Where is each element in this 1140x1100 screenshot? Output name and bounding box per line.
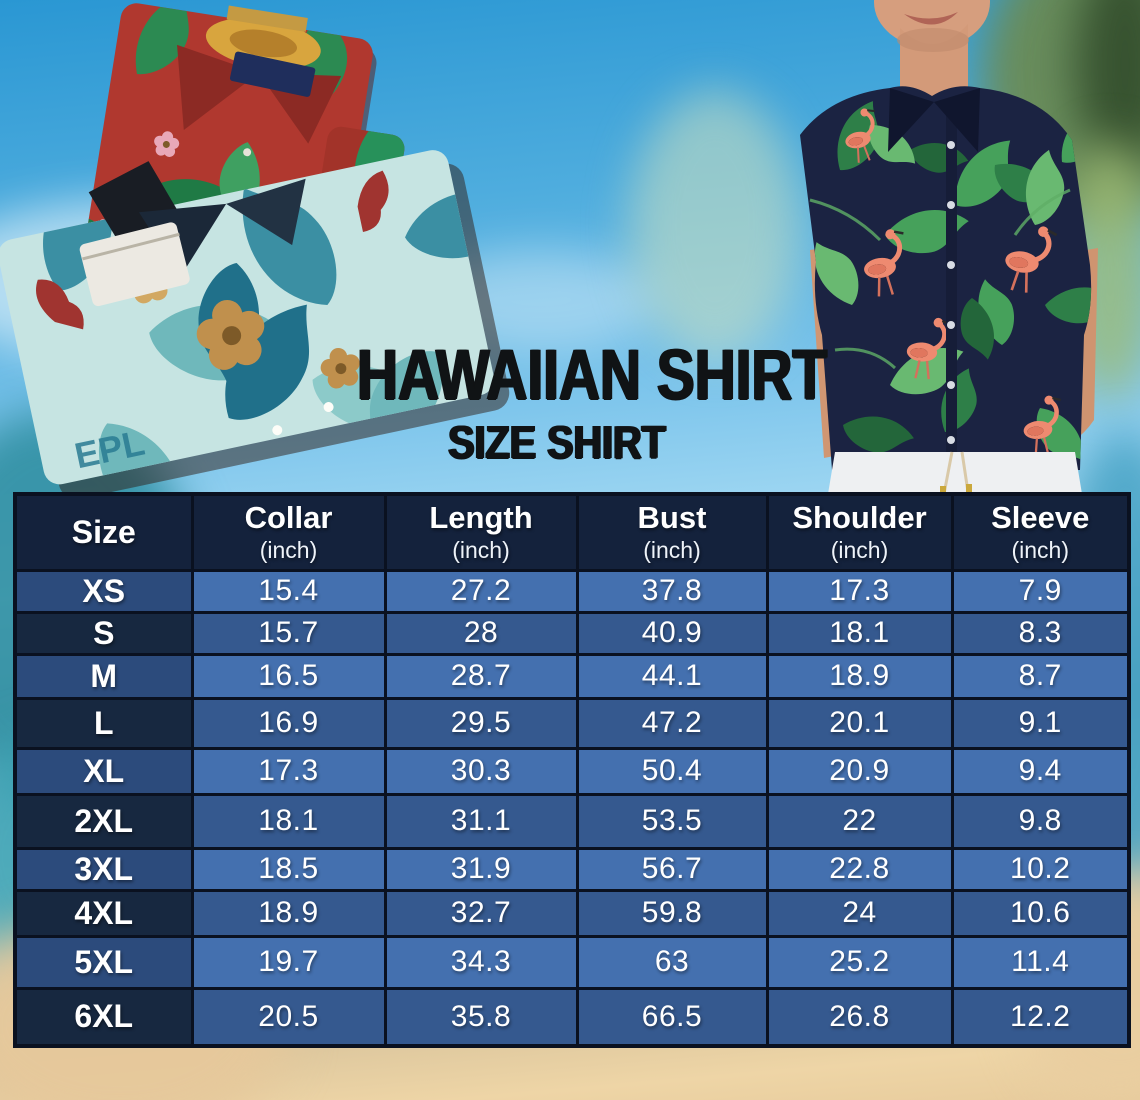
- measurement-cell: 31.9: [383, 846, 579, 892]
- teal-hawaiian-shirt: EPL: [0, 150, 510, 500]
- measurement-cell: 12.2: [950, 986, 1131, 1048]
- size-row-S: S 15.7 28 40.9 18.1 8.3: [13, 610, 1131, 656]
- size-cell: XL: [13, 746, 194, 796]
- column-label: Collar: [244, 499, 333, 535]
- measurement-cell: 15.4: [190, 568, 387, 614]
- measurement-cell: 8.7: [950, 652, 1131, 700]
- measurement-cell: 15.7: [190, 610, 387, 656]
- size-cell: 5XL: [13, 934, 194, 990]
- size-cell: S: [13, 610, 194, 656]
- column-label: Size: [71, 513, 136, 550]
- measurement-cell: 18.1: [190, 792, 387, 850]
- table-header: Size Collar (inch) Length (inch) Bust (inch) Sh…: [13, 492, 1131, 572]
- size-row-3XL: 3XL 18.5 31.9 56.7 22.8 10.2: [13, 846, 1131, 892]
- measurement-cell: 18.9: [765, 652, 954, 700]
- measurement-cell: 24: [765, 888, 954, 938]
- column-header-shoulder: Shoulder (inch): [765, 492, 954, 572]
- size-row-5XL: 5XL 19.7 34.3 63 25.2 11.4: [13, 934, 1131, 990]
- column-unit: (inch): [643, 536, 701, 563]
- size-row-2XL: 2XL 18.1 31.1 53.5 22 9.8: [13, 792, 1131, 850]
- size-row-6XL: 6XL 20.5 35.8 66.5 26.8 12.2: [13, 986, 1131, 1048]
- measurement-cell: 27.2: [383, 568, 579, 614]
- measurement-cell: 30.3: [383, 746, 579, 796]
- column-unit: (inch): [830, 536, 889, 563]
- measurement-cell: 59.8: [575, 888, 769, 938]
- size-row-XS: XS 15.4 27.2 37.8 17.3 7.9: [13, 568, 1131, 614]
- measurement-cell: 17.3: [765, 568, 954, 614]
- measurement-cell: 50.4: [575, 746, 769, 796]
- measurement-cell: 8.3: [950, 610, 1131, 656]
- size-cell: M: [13, 652, 194, 700]
- column-header-collar: Collar (inch): [190, 492, 387, 572]
- measurement-cell: 18.5: [190, 846, 387, 892]
- size-cell: 6XL: [13, 986, 194, 1048]
- column-unit: (inch): [1011, 536, 1069, 563]
- measurement-cell: 20.9: [765, 746, 954, 796]
- column-header-size: Size: [13, 492, 194, 572]
- measurement-cell: 53.5: [575, 792, 769, 850]
- measurement-cell: 56.7: [575, 846, 769, 892]
- size-cell: XS: [13, 568, 194, 614]
- table-body: XS 15.4 27.2 37.8 17.3 7.9 S 15.7 28 40.9 18.1 8.3 M…: [13, 568, 1131, 1048]
- measurement-cell: 18.9: [190, 888, 387, 938]
- measurement-cell: 9.8: [950, 792, 1131, 850]
- measurement-cell: 25.2: [765, 934, 954, 990]
- size-cell: 4XL: [13, 888, 194, 938]
- measurement-cell: 28: [383, 610, 579, 656]
- measurement-cell: 9.1: [950, 696, 1131, 750]
- size-cell: 3XL: [13, 846, 194, 892]
- measurement-cell: 18.1: [765, 610, 954, 656]
- size-row-XL: XL 17.3 30.3 50.4 20.9 9.4: [13, 746, 1131, 796]
- measurement-cell: 29.5: [383, 696, 579, 750]
- folded-hawaiian-shirts-photo: IN: [0, 0, 510, 500]
- measurement-cell: 20.5: [190, 986, 387, 1048]
- measurement-cell: 11.4: [950, 934, 1131, 990]
- measurement-cell: 35.8: [383, 986, 579, 1048]
- size-row-M: M 16.5 28.7 44.1 18.9 8.7: [13, 652, 1131, 700]
- column-label: Sleeve: [991, 499, 1090, 535]
- measurement-cell: 28.7: [383, 652, 579, 700]
- measurement-cell: 66.5: [575, 986, 769, 1048]
- measurement-cell: 44.1: [575, 652, 769, 700]
- measurement-cell: 20.1: [765, 696, 954, 750]
- column-header-sleeve: Sleeve (inch): [950, 492, 1131, 572]
- measurement-cell: 10.6: [950, 888, 1131, 938]
- column-label: Shoulder: [792, 499, 927, 535]
- page-subtitle: SIZE SHIRT: [448, 416, 666, 468]
- size-chart-table: Size Collar (inch) Length (inch) Bust (inch) Sh…: [13, 492, 1131, 1048]
- palm-leaf-blur: [630, 90, 800, 360]
- column-unit: (inch): [259, 536, 318, 563]
- measurement-cell: 22: [765, 792, 954, 850]
- column-header-bust: Bust (inch): [575, 492, 769, 572]
- measurement-cell: 16.5: [190, 652, 387, 700]
- measurement-cell: 22.8: [765, 846, 954, 892]
- size-cell: 2XL: [13, 792, 194, 850]
- measurement-cell: 31.1: [383, 792, 579, 850]
- man-wearing-flamingo-shirt-photo: [800, 0, 1098, 494]
- column-label: Length: [429, 499, 533, 535]
- column-header-length: Length (inch): [383, 492, 579, 572]
- size-row-L: L 16.9 29.5 47.2 20.1 9.1: [13, 696, 1131, 750]
- measurement-cell: 32.7: [383, 888, 579, 938]
- measurement-cell: 37.8: [575, 568, 769, 614]
- size-row-4XL: 4XL 18.9 32.7 59.8 24 10.6: [13, 888, 1131, 938]
- measurement-cell: 26.8: [765, 986, 954, 1048]
- measurement-cell: 40.9: [575, 610, 769, 656]
- measurement-cell: 17.3: [190, 746, 387, 796]
- size-cell: L: [13, 696, 194, 750]
- measurement-cell: 10.2: [950, 846, 1131, 892]
- title-block: HAWAIIAN SHIRT SIZE SHIRT: [307, 336, 828, 468]
- measurement-cell: 34.3: [383, 934, 579, 990]
- page-title: HAWAIIAN SHIRT: [357, 336, 828, 415]
- measurement-cell: 19.7: [190, 934, 387, 990]
- measurement-cell: 47.2: [575, 696, 769, 750]
- measurement-cell: 16.9: [190, 696, 387, 750]
- column-label: Bust: [637, 499, 707, 535]
- column-unit: (inch): [452, 536, 510, 563]
- measurement-cell: 9.4: [950, 746, 1131, 796]
- measurement-cell: 7.9: [950, 568, 1131, 614]
- measurement-cell: 63: [575, 934, 769, 990]
- header-row: Size Collar (inch) Length (inch) Bust (inch) Sh…: [13, 492, 1131, 572]
